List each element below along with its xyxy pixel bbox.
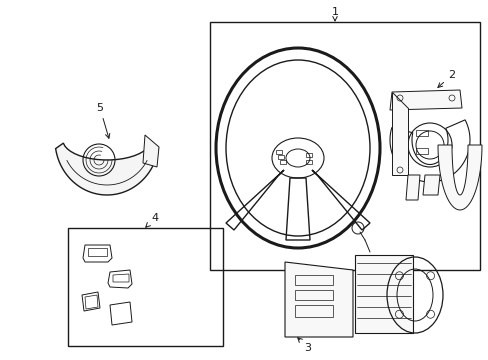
Text: 5: 5 [96,103,110,138]
Polygon shape [56,143,158,195]
Polygon shape [142,135,159,167]
Text: 3: 3 [297,338,311,353]
Bar [415,148,427,154]
Bar [354,255,412,333]
Bar [305,153,311,157]
Text: 4: 4 [145,213,158,227]
Polygon shape [437,145,481,210]
Bar [294,275,332,285]
Bar [209,22,479,270]
Bar [294,290,332,300]
Bar [280,160,285,164]
Text: 2: 2 [437,70,455,87]
Bar [68,228,223,346]
Bar [278,155,284,159]
Polygon shape [391,92,407,175]
Text: 1: 1 [331,7,338,21]
Bar [415,130,427,136]
Bar [294,305,332,317]
Bar [305,160,311,164]
Polygon shape [389,90,461,110]
Polygon shape [285,262,352,337]
Polygon shape [422,175,439,195]
Polygon shape [405,175,419,200]
Bar [275,150,282,154]
